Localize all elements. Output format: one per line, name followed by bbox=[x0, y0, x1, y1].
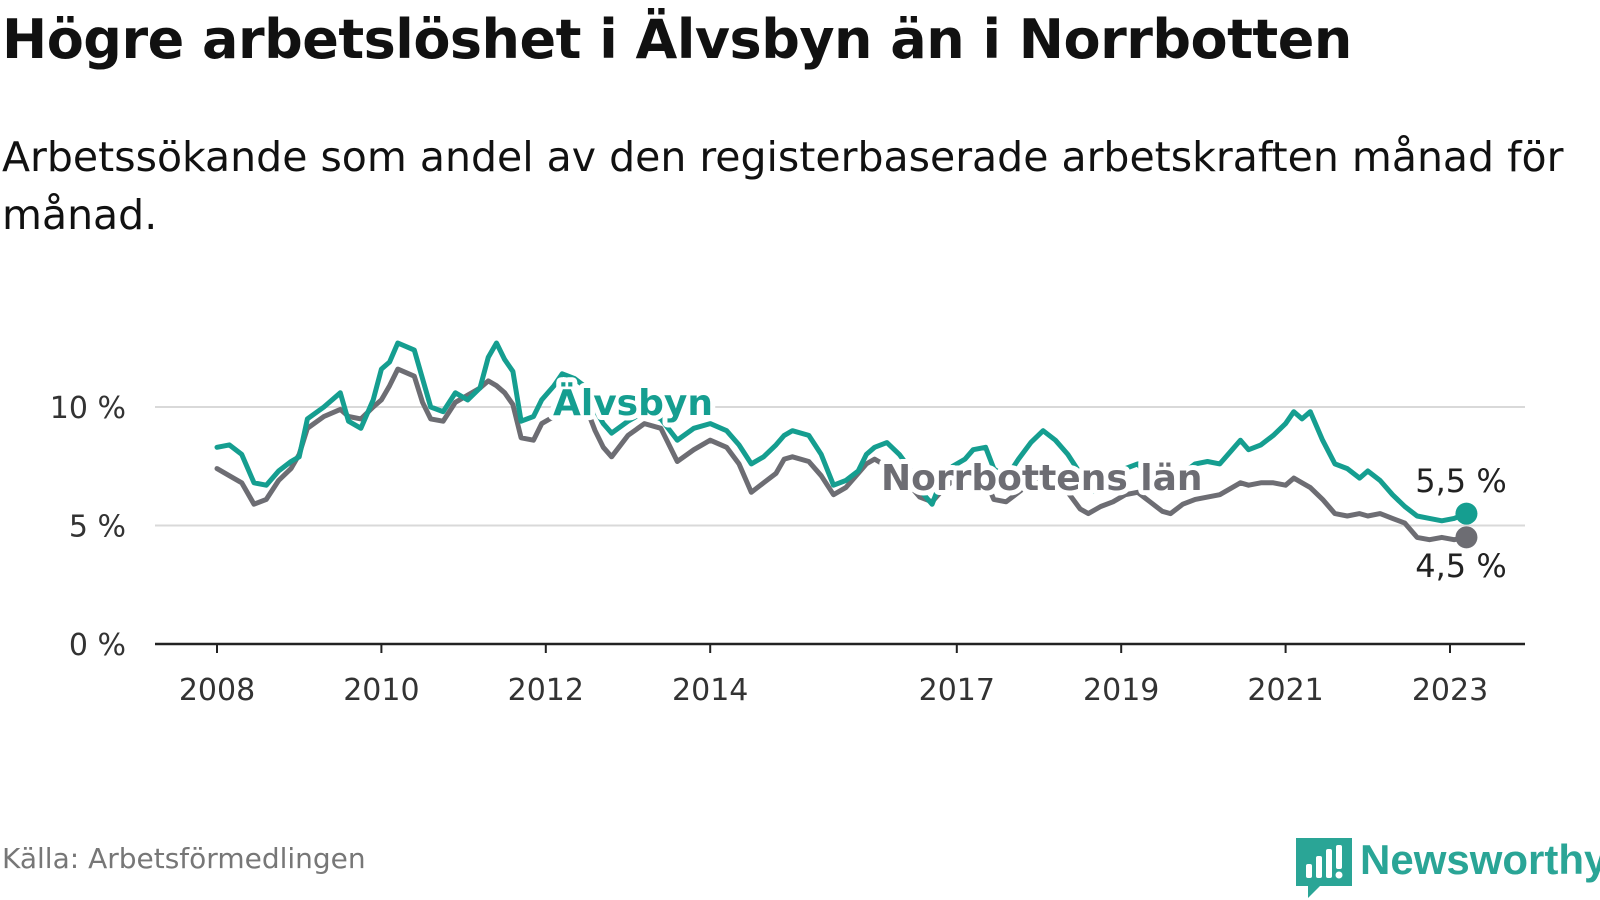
series-label-alvsbyn: Älvsbyn bbox=[553, 382, 713, 424]
line-chart: Älvsbyn Norrbottens län 5,5 % 4,5 % 0 % 5 % 1… bbox=[50, 340, 1525, 708]
x-tick-label: 2008 bbox=[179, 673, 255, 708]
series-labels: Älvsbyn Norrbottens län 5,5 % 4,5 % bbox=[548, 377, 1507, 585]
chart-subtitle: Arbetssökande som andel av den registerb… bbox=[2, 133, 1564, 239]
x-tick-label: 2012 bbox=[508, 673, 584, 708]
series-lines bbox=[214, 340, 1478, 549]
series-line-alvsbyn bbox=[214, 340, 1469, 524]
series-line-norrbotten bbox=[214, 366, 1469, 543]
gridlines bbox=[155, 406, 1525, 527]
y-tick-label: 5 % bbox=[69, 510, 126, 545]
source-note: Källa: Arbetsförmedlingen bbox=[2, 842, 366, 875]
chart-title: Högre arbetslöshet i Älvsbyn än i Norrbo… bbox=[2, 8, 1352, 71]
axes: 0 % 5 % 10 % 2008 2010 2012 2014 2017 2019 2021 20… bbox=[50, 391, 1525, 708]
y-tick-label: 10 % bbox=[50, 391, 126, 426]
x-tick-label: 2010 bbox=[343, 673, 419, 708]
end-value-label-alvsbyn: 5,5 % bbox=[1415, 462, 1506, 500]
x-tick-label: 2014 bbox=[672, 673, 748, 708]
x-tick-label: 2021 bbox=[1247, 673, 1323, 708]
x-tick-label: 2019 bbox=[1083, 673, 1159, 708]
series-label-norrbotten: Norrbottens län bbox=[881, 458, 1203, 499]
end-value-label-norrbotten: 4,5 % bbox=[1415, 547, 1506, 585]
newsworthy-logo-icon bbox=[1296, 838, 1352, 898]
y-tick-label: 0 % bbox=[69, 628, 126, 663]
end-marker-alvsbyn bbox=[1455, 502, 1478, 525]
x-tick-label: 2023 bbox=[1412, 673, 1488, 708]
x-tick-label: 2017 bbox=[919, 673, 995, 708]
end-marker-norrbotten bbox=[1455, 526, 1478, 549]
brand-name: Newsworthy bbox=[1360, 836, 1600, 883]
